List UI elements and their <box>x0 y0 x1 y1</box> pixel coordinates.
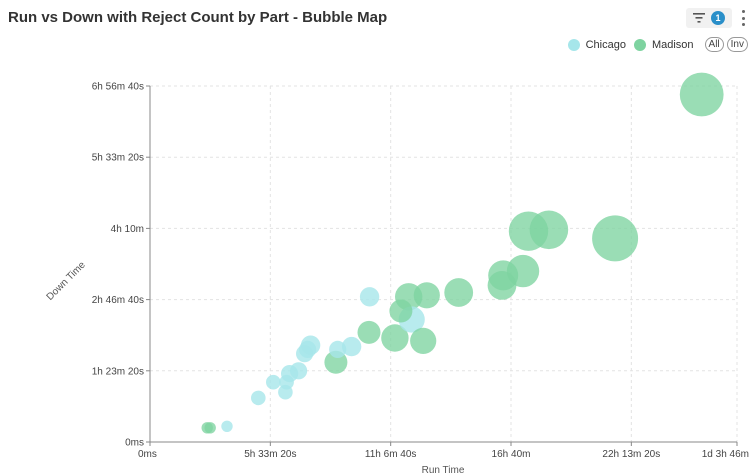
grid-lines <box>150 85 738 442</box>
bubble-madison-3[interactable] <box>357 320 381 344</box>
filter-button[interactable]: 1 <box>686 8 732 28</box>
y-tick-label: 0ms <box>125 438 144 449</box>
x-axis-title: Run Time <box>422 465 465 476</box>
bubble-madison-7[interactable] <box>410 327 437 354</box>
bubble-madison-15[interactable] <box>592 215 639 262</box>
bubble-madison-4[interactable] <box>381 324 409 352</box>
bubble-chicago-4[interactable] <box>279 374 294 390</box>
bubble-chicago-1[interactable] <box>250 390 266 406</box>
bubble-madison-16[interactable] <box>679 72 724 117</box>
bubble-chicago-0[interactable] <box>221 420 233 432</box>
legend-item-madison[interactable]: Madison <box>633 38 694 51</box>
bubble-chicago-2[interactable] <box>266 374 281 390</box>
y-tick-label: 4h 10m <box>111 224 144 235</box>
x-tick-label: 22h 13m 20s <box>602 449 660 460</box>
x-tick-label: 0ms <box>138 449 157 460</box>
y-tick-label: 1h 23m 20s <box>92 366 144 377</box>
y-tick-label: 2h 46m 40s <box>92 295 144 306</box>
bubbles <box>201 72 724 434</box>
filter-count-badge: 1 <box>711 11 725 25</box>
chart-toolbar: 1 <box>686 8 746 28</box>
x-tick-label: 16h 40m <box>492 449 531 460</box>
y-tick-label: 6h 56m 40s <box>92 82 144 93</box>
x-tick-label: 1d 3h 46m <box>702 449 749 460</box>
bubble-madison-1[interactable] <box>204 422 216 434</box>
bubble-madison-9[interactable] <box>444 278 474 307</box>
y-axis-title: Down Time <box>45 259 88 302</box>
bubble-madison-8[interactable] <box>413 282 440 309</box>
legend-swatch-chicago <box>567 38 580 51</box>
chart-legend: Chicago Madison All Inv <box>567 37 748 52</box>
y-tick-label: 5h 33m 20s <box>92 153 144 164</box>
chart-title: Run vs Down with Reject Count by Part - … <box>8 9 388 26</box>
legend-select-all-button[interactable]: All <box>704 37 724 52</box>
bubble-chicago-8[interactable] <box>299 340 317 358</box>
legend-swatch-madison <box>633 38 646 51</box>
more-options-icon[interactable] <box>740 10 746 26</box>
x-tick-label: 5h 33m 20s <box>244 449 296 460</box>
bubble-chicago-11[interactable] <box>341 336 362 357</box>
legend-item-chicago[interactable]: Chicago <box>567 38 626 51</box>
legend-invert-button[interactable]: Inv <box>726 37 748 52</box>
bubble-chicago-6[interactable] <box>290 362 308 380</box>
bubble-madison-11[interactable] <box>487 271 517 300</box>
bubble-madison-5[interactable] <box>389 299 413 323</box>
axes: 0ms 1h 23m 20s 2h 46m 40s 4h 10m 5h 33m 20s 6… <box>92 82 749 461</box>
bubble-chicago-10[interactable] <box>329 340 347 358</box>
legend-label-madison: Madison <box>651 38 694 51</box>
x-tick-label: 11h 6m 40s <box>365 449 417 460</box>
legend-label-chicago: Chicago <box>585 38 626 51</box>
filter-icon <box>693 13 705 23</box>
bubble-chicago-12[interactable] <box>359 287 380 307</box>
bubble-madison-14[interactable] <box>529 210 569 250</box>
